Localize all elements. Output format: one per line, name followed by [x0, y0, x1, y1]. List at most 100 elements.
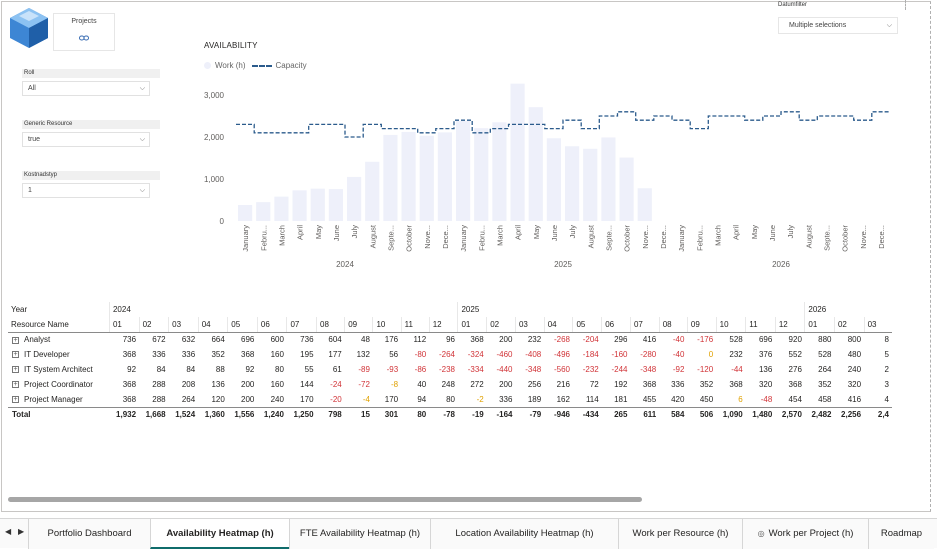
table-cell[interactable]: 160	[270, 350, 284, 359]
table-cell[interactable]: 176	[384, 335, 399, 345]
month-header[interactable]: 05	[572, 317, 602, 333]
table-cell[interactable]: 84	[156, 365, 166, 374]
work-bar[interactable]	[455, 121, 471, 221]
table-cell[interactable]: 200	[241, 394, 255, 404]
year-group-header[interactable]: 2026	[804, 302, 892, 317]
month-header[interactable]: 02	[138, 317, 169, 333]
table-cell[interactable]: 920	[788, 335, 802, 345]
tab-work-per-project-h[interactable]: ◎ Work per Project (h)	[742, 519, 868, 549]
month-header[interactable]: 12	[774, 317, 805, 333]
total-cell[interactable]: 1,250	[286, 406, 317, 422]
table-cell[interactable]: 276	[788, 365, 802, 374]
work-bar[interactable]	[328, 189, 344, 221]
link-icon[interactable]	[54, 28, 114, 46]
total-cell[interactable]: 2,4	[864, 406, 892, 422]
table-cell[interactable]: -560	[553, 365, 570, 374]
table-cell[interactable]: 112	[413, 335, 427, 345]
table-cell[interactable]: -324	[467, 350, 484, 359]
table-cell[interactable]: 416	[847, 394, 862, 404]
table-cell[interactable]: 296	[614, 335, 628, 345]
table-cell[interactable]: -334	[467, 365, 484, 374]
work-bar[interactable]	[637, 188, 652, 221]
total-cell[interactable]: -434	[572, 406, 602, 422]
work-bar[interactable]	[310, 188, 325, 221]
month-header[interactable]: 01	[804, 317, 835, 333]
work-bar[interactable]	[564, 146, 580, 221]
table-cell[interactable]: 4	[884, 394, 889, 404]
total-cell[interactable]: 1,556	[227, 406, 258, 422]
month-header[interactable]: 01	[108, 317, 140, 333]
month-header[interactable]: 03	[514, 317, 545, 333]
month-header[interactable]: 11	[400, 317, 430, 333]
tab-portfolio-dashboard[interactable]: Portfolio Dashboard	[28, 519, 150, 549]
table-cell[interactable]: 94	[417, 394, 427, 404]
table-cell[interactable]: 248	[441, 380, 455, 389]
month-header[interactable]: 09	[344, 317, 373, 333]
work-bar[interactable]	[601, 137, 616, 221]
table-cell[interactable]: 162	[556, 394, 570, 404]
triangle-right-icon[interactable]: ▶	[18, 527, 25, 536]
table-cell[interactable]: 80	[275, 365, 284, 374]
month-header[interactable]: 04	[197, 317, 228, 333]
work-bar[interactable]	[256, 202, 271, 221]
work-bar[interactable]	[274, 196, 289, 221]
total-cell[interactable]: 2,570	[775, 406, 805, 422]
table-cell[interactable]: 216	[556, 380, 570, 389]
table-cell[interactable]: 232	[527, 335, 542, 345]
table-cell[interactable]: -204	[582, 335, 599, 345]
table-cell[interactable]: -176	[697, 335, 714, 345]
table-cell[interactable]: 368	[788, 380, 802, 389]
total-cell[interactable]: 80	[401, 406, 430, 422]
table-cell[interactable]: 6	[738, 394, 743, 404]
table-cell[interactable]: 672	[152, 335, 166, 345]
total-cell[interactable]: -946	[544, 406, 573, 422]
table-cell[interactable]: 288	[152, 394, 166, 404]
total-cell[interactable]: 1,668	[139, 406, 169, 422]
table-cell[interactable]: 454	[788, 394, 802, 404]
table-cell[interactable]: 368	[642, 380, 657, 389]
table-cell[interactable]: 96	[446, 335, 455, 345]
total-cell[interactable]: 1,524	[168, 406, 199, 422]
tab-work-per-resource-h[interactable]: Work per Resource (h)	[618, 519, 742, 549]
table-cell[interactable]: 144	[300, 380, 314, 389]
work-bar[interactable]	[346, 176, 362, 221]
work-bar[interactable]	[383, 134, 398, 221]
table-cell[interactable]: -72	[358, 380, 370, 389]
resource-name-header[interactable]: Resource Name	[8, 317, 110, 333]
table-cell[interactable]: -460	[496, 350, 513, 359]
month-header[interactable]: 06	[601, 317, 631, 333]
total-cell[interactable]: 506	[687, 406, 717, 422]
table-cell[interactable]: -4	[362, 394, 370, 404]
table-cell[interactable]: 192	[614, 380, 628, 389]
total-cell[interactable]: 15	[344, 406, 373, 422]
generic-resource-dropdown[interactable]: true ⌵	[22, 132, 150, 147]
tab-roadmap[interactable]: Roadmap	[868, 519, 934, 549]
tab-availability-heatmap-h[interactable]: Availability Heatmap (h)	[150, 519, 289, 549]
table-cell[interactable]: 336	[181, 350, 196, 359]
table-cell[interactable]: 5	[884, 350, 889, 359]
expand-plus-icon[interactable]: +	[12, 336, 19, 344]
table-cell[interactable]: 84	[186, 365, 196, 374]
table-cell[interactable]: 696	[758, 335, 773, 345]
total-cell[interactable]: 1,480	[745, 406, 776, 422]
table-cell[interactable]: 170	[384, 394, 399, 404]
expand-plus-icon[interactable]: +	[12, 396, 19, 404]
table-cell[interactable]: -89	[358, 365, 370, 374]
work-bar[interactable]	[619, 157, 634, 221]
month-header[interactable]: 07	[629, 317, 660, 333]
work-bar[interactable]	[237, 205, 253, 221]
table-cell[interactable]: 352	[699, 380, 714, 389]
table-cell[interactable]: 528	[818, 350, 832, 359]
legend-capacity-label[interactable]: Capacity	[275, 61, 307, 70]
month-header[interactable]: 12	[428, 317, 458, 333]
table-cell[interactable]: 272	[470, 380, 484, 389]
total-cell[interactable]: -19	[457, 406, 487, 422]
table-cell[interactable]: 368	[470, 335, 484, 345]
total-cell[interactable]: 1,932	[109, 406, 140, 422]
table-cell[interactable]: 336	[499, 394, 513, 404]
table-cell[interactable]: 736	[122, 335, 137, 345]
month-header[interactable]: 11	[745, 317, 776, 333]
table-cell[interactable]: 664	[211, 335, 225, 345]
table-cell[interactable]: 376	[758, 350, 773, 359]
table-cell[interactable]: 200	[499, 335, 513, 345]
